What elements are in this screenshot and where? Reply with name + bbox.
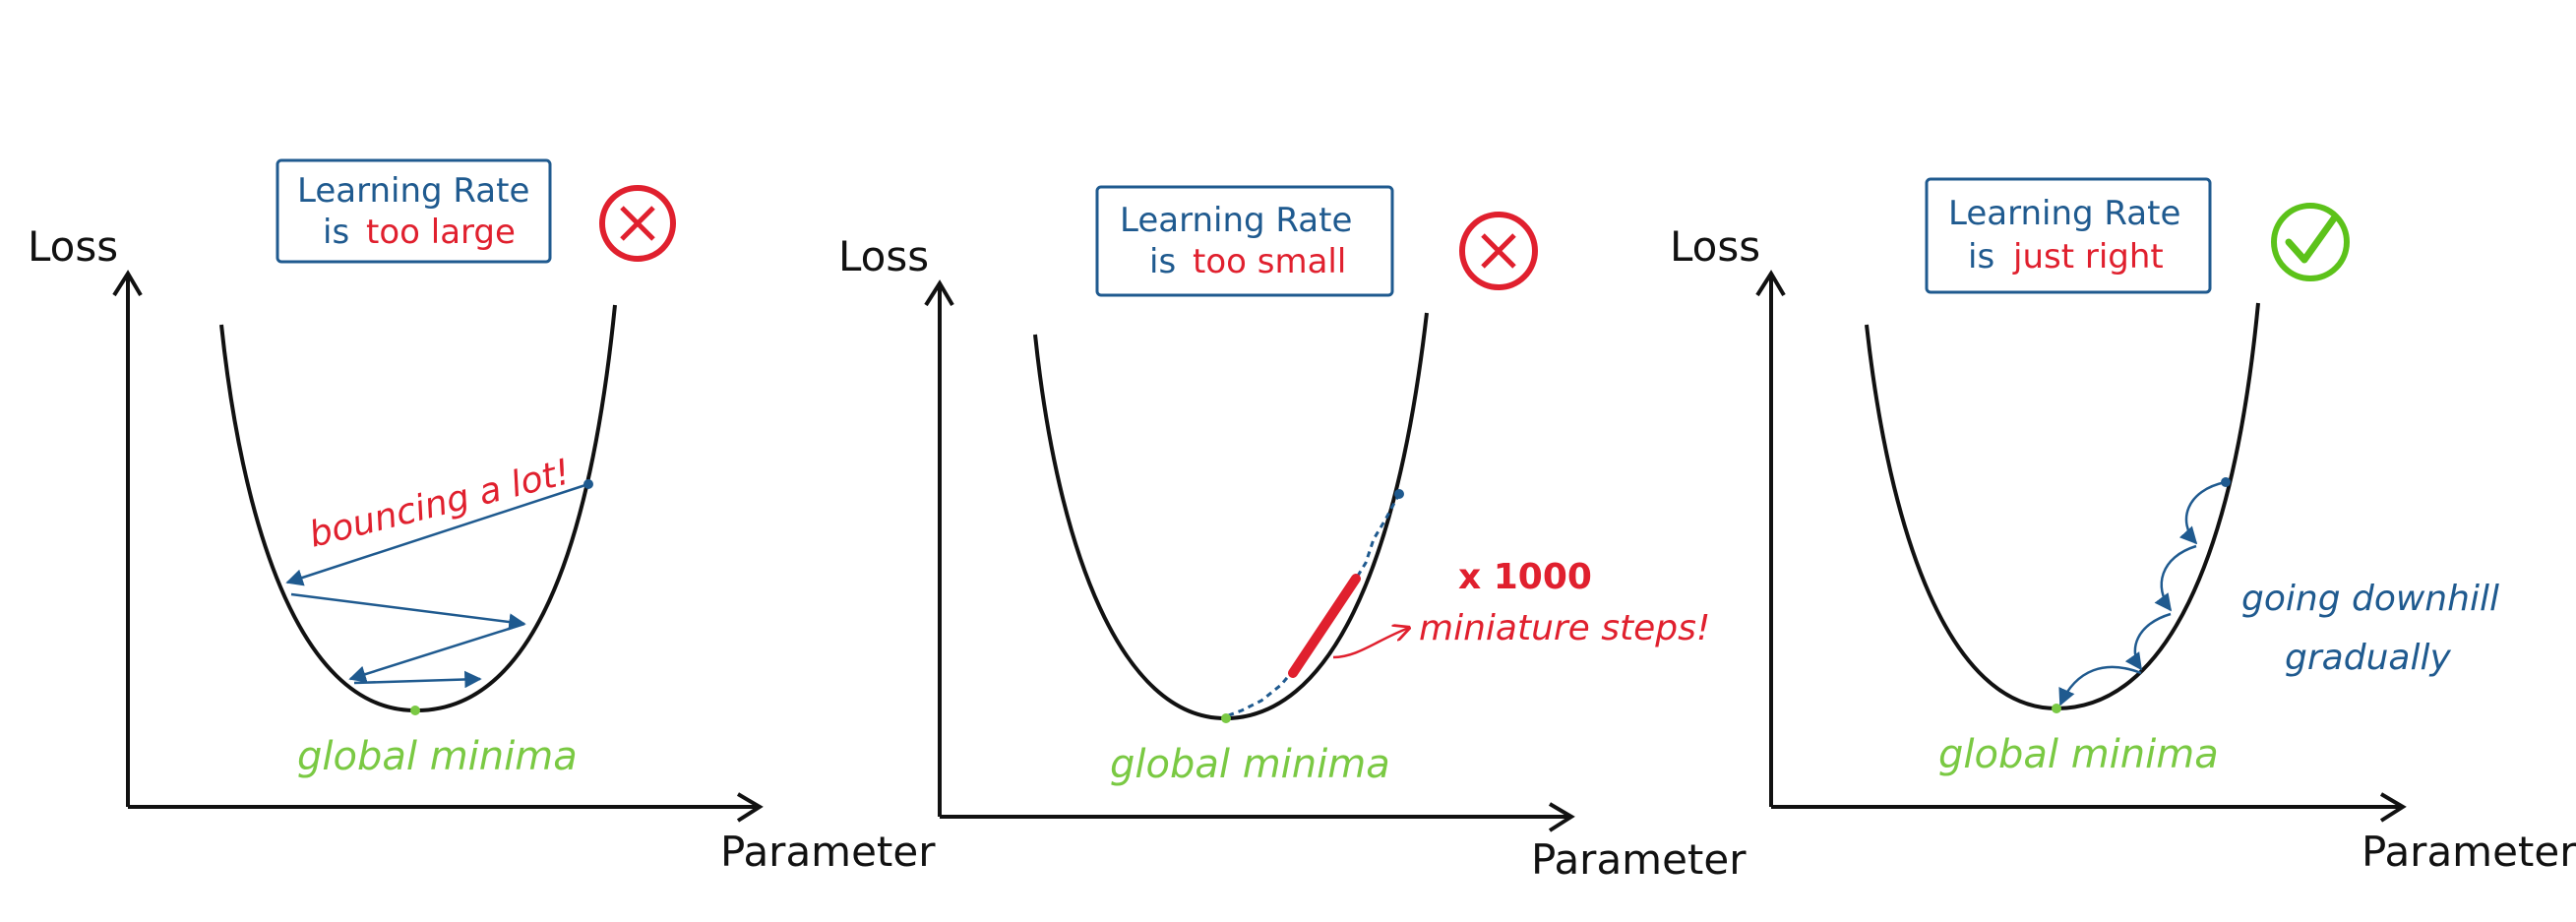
box-line2-prefix: is [1968,237,1994,277]
x-axis-arrowhead [2379,792,2407,823]
loss-curve [1033,312,1429,721]
box-line1: Learning Rate [297,171,529,211]
check-icon [2271,203,2350,281]
global-minima-label: global minima [1938,732,2219,777]
going-downhill-note: going downhill [2241,579,2499,619]
y-axis-arrowhead [112,270,143,297]
multiplier-label: x 1000 [1458,557,1592,597]
red-step-cluster [1288,574,1361,678]
box-line2-prefix: is [1149,242,1176,281]
box-line2-prefix: is [323,213,349,252]
x-axis-label: Parameter [2361,828,2576,876]
y-axis-label: Loss [1670,222,1760,271]
panel-just-right: Loss Parameter Learning Rate is just rig… [1670,177,2576,876]
minima-point [410,706,420,715]
box-line1: Learning Rate [1120,201,1352,240]
minima-point [1221,713,1231,723]
gradually-note: gradually [2285,638,2451,678]
y-axis-label: Loss [838,232,929,280]
x-axis-label: Parameter [720,828,936,876]
panel-too-small: Loss Parameter Learning Rate is too smal… [838,185,1747,884]
bouncing-note: bouncing a lot! [305,452,574,555]
panel-too-large: Loss Parameter Learning Rate is too larg… [28,158,936,876]
global-minima-label: global minima [1110,742,1390,787]
tiny-steps [1225,493,1401,718]
x-axis-arrowhead [736,792,764,823]
learning-rate-box [1925,177,2212,294]
start-point [2221,477,2231,487]
cross-icon [1459,212,1538,290]
y-axis-arrowhead [1755,270,1786,297]
box-line1: Learning Rate [1948,194,2180,233]
x-axis-arrowhead [1548,802,1575,832]
box-line2-emph: just right [2012,237,2164,277]
note-pointer [1332,628,1409,659]
learning-rate-box [1095,185,1394,297]
learning-rate-box [276,158,552,264]
start-point [1394,489,1404,499]
miniature-steps-note: miniature steps! [1419,608,1710,648]
cross-icon [599,185,676,262]
global-minima-label: global minima [297,734,578,779]
loss-curve [1865,302,2260,711]
y-axis-arrowhead [924,279,954,307]
x-axis-label: Parameter [1531,835,1747,884]
y-axis-label: Loss [28,222,118,271]
bouncing-steps [285,482,589,689]
box-line2-emph: too small [1193,242,1346,281]
minima-point [2052,704,2061,713]
start-point [583,479,593,489]
gradual-steps [2058,480,2227,707]
box-line2-emph: too large [366,213,516,252]
